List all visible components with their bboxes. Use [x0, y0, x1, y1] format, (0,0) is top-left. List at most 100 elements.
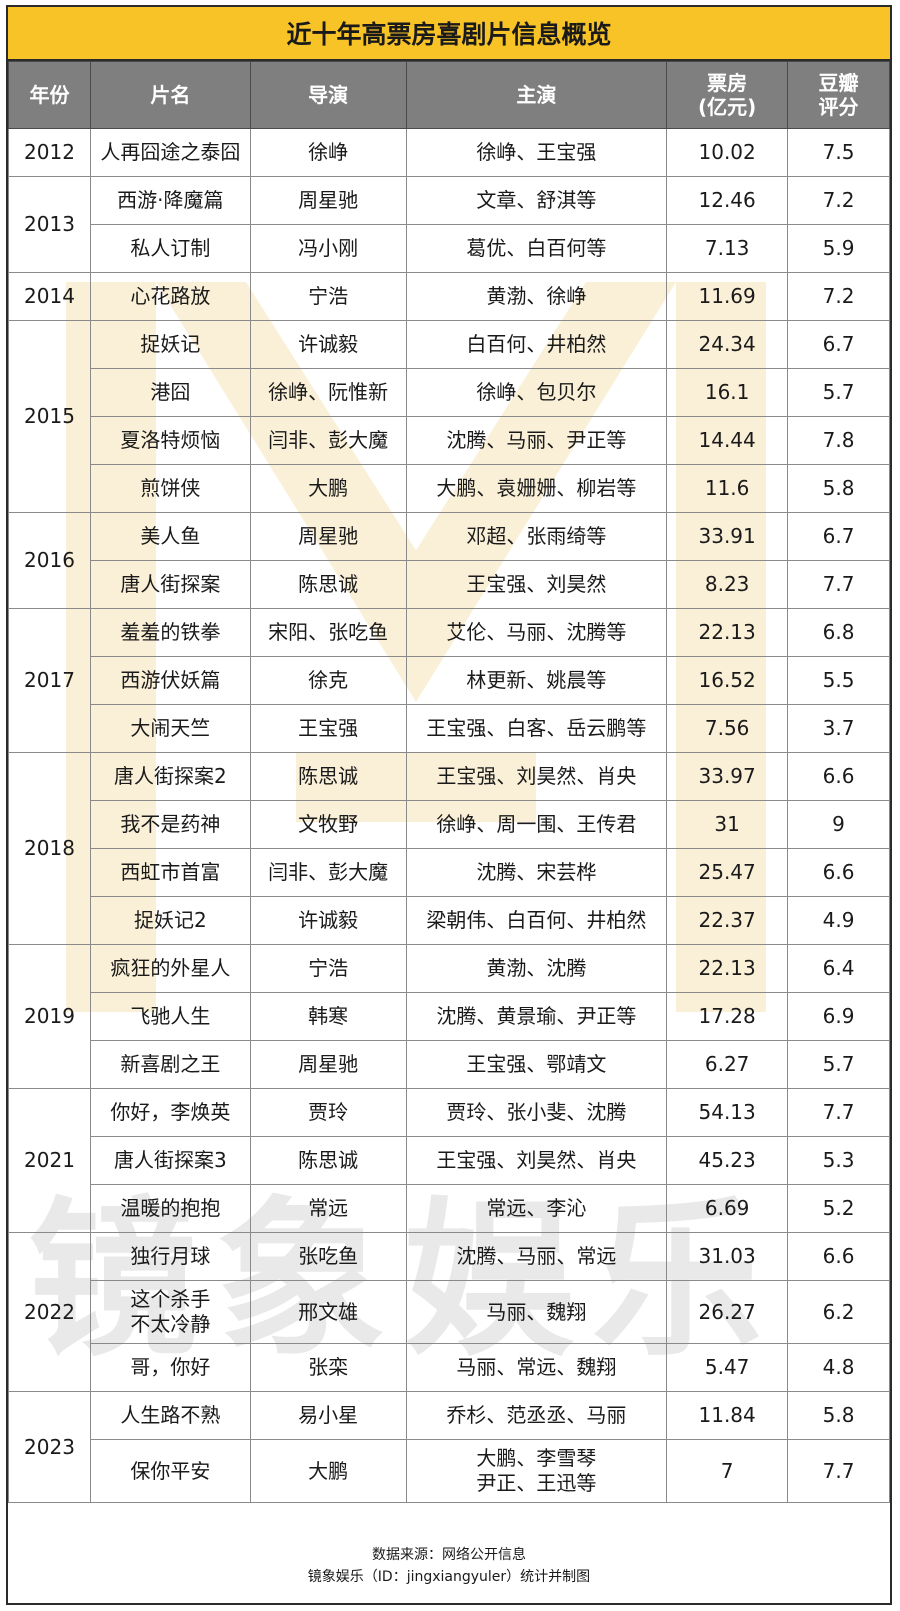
footer-source: 数据来源：网络公开信息 — [372, 1547, 526, 1563]
table-row: 唐人街探案3 陈思诚 王宝强、刘昊然、肖央 45.23 5.3 — [9, 1136, 890, 1185]
film-cell: 西游伏妖篇 — [89, 656, 251, 705]
table-row: 这个杀手 不太冷静 邢文雄 马丽、魏翔 26.27 6.2 — [9, 1280, 890, 1344]
cast-cell: 大鹏、李雪琴 尹正、王迅等 — [405, 1439, 668, 1503]
table-row: 港囧 徐峥、阮惟新 徐峥、包贝尔 16.1 5.7 — [9, 368, 890, 417]
director-cell: 常远 — [249, 1184, 407, 1233]
film-cell: 这个杀手 不太冷静 — [89, 1280, 251, 1344]
cast-cell: 乔杉、范丞丞、马丽 — [405, 1391, 668, 1440]
cast-cell: 白百何、井柏然 — [405, 320, 668, 369]
rating-cell: 5.5 — [787, 656, 890, 705]
rating-cell: 6.7 — [787, 320, 890, 369]
cast-cell: 王宝强、刘昊然 — [405, 560, 668, 609]
box-office-cell: 11.6 — [666, 464, 789, 513]
rating-cell: 6.6 — [787, 1232, 890, 1281]
rating-cell: 5.8 — [787, 1391, 890, 1440]
table-row: 我不是药神 文牧野 徐峥、周一围、王传君 31 9 — [9, 800, 890, 849]
box-office-cell: 12.46 — [666, 176, 789, 225]
box-office-cell: 22.13 — [666, 608, 789, 657]
table-row: 2012 人再囧途之泰囧 徐峥 徐峥、王宝强 10.02 7.5 — [8, 128, 890, 177]
film-cell: 捉妖记 — [89, 320, 251, 369]
director-cell: 张栾 — [249, 1343, 407, 1392]
film-cell: 羞羞的铁拳 — [89, 608, 251, 657]
box-office-cell: 25.47 — [666, 848, 789, 897]
rating-cell: 7.7 — [787, 560, 890, 609]
film-cell: 保你平安 — [89, 1439, 251, 1503]
table-row: 保你平安 大鹏 大鹏、李雪琴 尹正、王迅等 7 7.7 — [9, 1439, 890, 1503]
cast-cell: 沈腾、马丽、尹正等 — [405, 416, 668, 465]
table-frame: 镜象娱乐 近十年高票房喜剧片信息概览 年份 片名 导演 主演 票房 (亿元) 豆… — [6, 5, 892, 1605]
film-cell: 人生路不熟 — [89, 1391, 251, 1440]
rating-cell: 7.8 — [787, 416, 890, 465]
box-office-cell: 6.69 — [666, 1184, 789, 1233]
director-cell: 周星驰 — [249, 1040, 407, 1089]
cast-cell: 沈腾、马丽、常远 — [405, 1232, 668, 1281]
cast-cell: 徐峥、王宝强 — [405, 128, 668, 177]
rating-cell: 6.2 — [787, 1280, 890, 1344]
film-cell: 煎饼侠 — [89, 464, 251, 513]
rating-cell: 6.6 — [787, 752, 890, 801]
box-office-cell: 7.56 — [666, 704, 789, 753]
director-cell: 宋阳、张吃鱼 — [249, 608, 407, 657]
director-cell: 韩寒 — [249, 992, 407, 1041]
rating-cell: 4.8 — [787, 1343, 890, 1392]
cast-cell: 马丽、魏翔 — [405, 1280, 668, 1344]
box-office-cell: 22.13 — [666, 944, 789, 993]
box-office-cell: 33.97 — [666, 752, 789, 801]
director-cell: 贾玲 — [249, 1088, 407, 1137]
box-office-cell: 7 — [666, 1439, 789, 1503]
table-row: 西游伏妖篇 徐克 林更新、姚晨等 16.52 5.5 — [9, 656, 890, 705]
director-cell: 大鹏 — [249, 464, 407, 513]
rating-cell: 6.6 — [787, 848, 890, 897]
film-cell: 唐人街探案 — [89, 560, 251, 609]
rating-cell: 5.3 — [787, 1136, 890, 1185]
rating-cell: 4.9 — [787, 896, 890, 945]
box-office-cell: 31.03 — [666, 1232, 789, 1281]
film-cell: 西虹市首富 — [89, 848, 251, 897]
film-cell: 温暖的抱抱 — [89, 1184, 251, 1233]
table-row: 2015 捉妖记 许诚毅 白百何、井柏然 24.34 6.7 — [8, 320, 890, 513]
film-cell: 新喜剧之王 — [89, 1040, 251, 1089]
table-row: 夏洛特烦恼 闫非、彭大魔 沈腾、马丽、尹正等 14.44 7.8 — [9, 416, 890, 465]
table-row: 温暖的抱抱 常远 常远、李沁 6.69 5.2 — [9, 1184, 890, 1233]
cast-cell: 邓超、张雨绮等 — [405, 512, 668, 561]
cast-cell: 王宝强、刘昊然、肖央 — [405, 752, 668, 801]
rating-cell: 9 — [787, 800, 890, 849]
director-cell: 徐峥、阮惟新 — [249, 368, 407, 417]
table-row: 2021 你好，李焕英 贾玲 贾玲、张小斐、沈腾 54.13 7.7 — [8, 1088, 890, 1233]
cast-cell: 艾伦、马丽、沈腾等 — [405, 608, 668, 657]
table-row: 2022 独行月球 张吃鱼 沈腾、马丽、常远 31.03 6.6 — [8, 1232, 890, 1392]
page-title: 近十年高票房喜剧片信息概览 — [8, 7, 890, 61]
box-office-cell: 45.23 — [666, 1136, 789, 1185]
cast-cell: 沈腾、宋芸桦 — [405, 848, 668, 897]
film-cell: 心花路放 — [89, 272, 251, 321]
cast-cell: 梁朝伟、白百何、井柏然 — [405, 896, 668, 945]
box-office-cell: 11.69 — [666, 272, 789, 321]
director-cell: 大鹏 — [249, 1439, 407, 1503]
year-cell: 2018 — [8, 752, 91, 945]
table-row: 哥，你好 张栾 马丽、常远、魏翔 5.47 4.8 — [9, 1343, 890, 1392]
film-cell: 哥，你好 — [89, 1343, 251, 1392]
year-cell: 2013 — [8, 176, 91, 273]
rating-cell: 7.5 — [787, 128, 890, 177]
director-cell: 张吃鱼 — [249, 1232, 407, 1281]
rating-cell: 6.4 — [787, 944, 890, 993]
year-cell: 2015 — [8, 320, 91, 513]
rating-cell: 7.2 — [787, 272, 890, 321]
table-row: 2013 西游·降魔篇 周星驰 文章、舒淇等 12.46 7.2 — [8, 176, 890, 273]
director-cell: 邢文雄 — [249, 1280, 407, 1344]
rating-cell: 7.7 — [787, 1088, 890, 1137]
rating-cell: 6.9 — [787, 992, 890, 1041]
film-cell: 捉妖记2 — [89, 896, 251, 945]
header-row: 年份 片名 导演 主演 票房 (亿元) 豆瓣 评分 — [8, 61, 890, 129]
cast-cell: 马丽、常远、魏翔 — [405, 1343, 668, 1392]
table-row: 2016 美人鱼 周星驰 邓超、张雨绮等 33.91 6.7 — [8, 512, 890, 609]
box-office-cell: 5.47 — [666, 1343, 789, 1392]
film-cell: 美人鱼 — [89, 512, 251, 561]
table-row: 飞驰人生 韩寒 沈腾、黄景瑜、尹正等 17.28 6.9 — [9, 992, 890, 1041]
header-box-office-line1: 票房 — [707, 71, 748, 95]
header-box-office-line2: (亿元) — [697, 95, 757, 119]
film-cell: 大闹天竺 — [89, 704, 251, 753]
cast-cell: 黄渤、徐峥 — [405, 272, 668, 321]
rating-cell: 5.9 — [787, 224, 890, 273]
table-row: 新喜剧之王 周星驰 王宝强、鄂靖文 6.27 5.7 — [9, 1040, 890, 1089]
